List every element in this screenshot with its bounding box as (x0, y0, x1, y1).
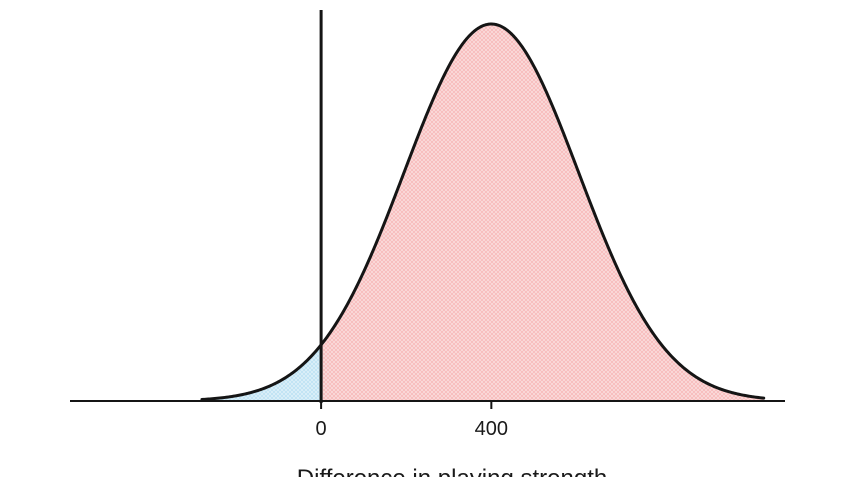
right-region-group (321, 24, 764, 401)
x-axis-tick-labels: 0 400 (316, 418, 508, 440)
x-tick-label: 400 (475, 418, 508, 440)
x-axis-title: Difference in playing strength (297, 465, 607, 477)
x-tick-label: 0 (316, 418, 327, 440)
main-region-texture (321, 24, 764, 401)
left-tail-region-group (201, 344, 322, 401)
density-curve (200, 22, 766, 401)
x-axis-tick-marks (320, 401, 493, 409)
left-tail-region-texture (201, 344, 322, 401)
